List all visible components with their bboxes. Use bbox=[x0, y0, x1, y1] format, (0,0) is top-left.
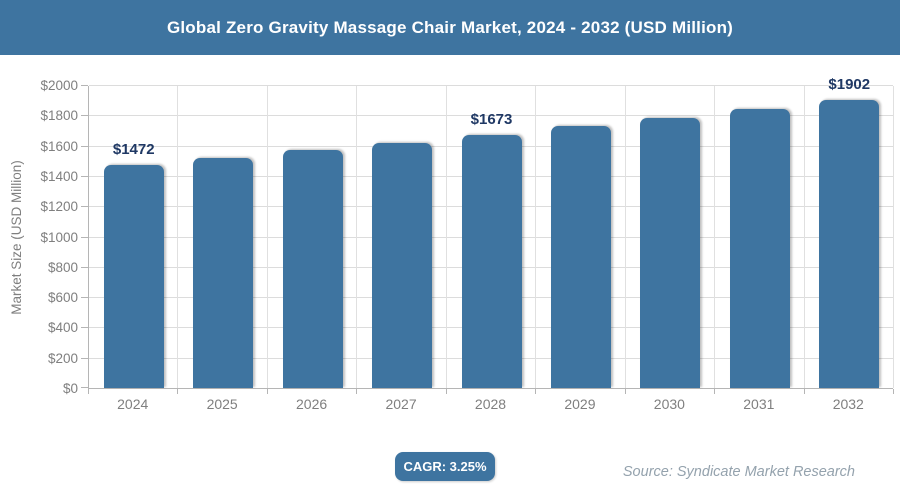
gridline-vertical bbox=[803, 86, 805, 388]
y-axis-tick bbox=[81, 115, 88, 117]
cagr-badge: CAGR: 3.25% bbox=[395, 452, 495, 481]
bar-2030 bbox=[640, 117, 701, 388]
gridline-vertical bbox=[714, 86, 716, 388]
x-axis-tick bbox=[88, 389, 89, 394]
x-axis-tick-label: 2026 bbox=[296, 396, 328, 412]
bar-2029 bbox=[550, 126, 611, 388]
y-axis-tick bbox=[81, 297, 88, 299]
y-axis-tick-label: $1600 bbox=[40, 138, 78, 154]
bar-value-label: $1673 bbox=[470, 110, 513, 128]
y-axis-tick-label: $1800 bbox=[40, 108, 78, 124]
y-axis-labels: $0 $200 $400 $600 $800 $1000 $1200 $1400 $1600 $1… bbox=[0, 78, 78, 396]
x-axis-tick-label: 2032 bbox=[832, 396, 864, 412]
x-axis-tick-label: 2024 bbox=[117, 396, 149, 412]
x-axis-tick bbox=[356, 389, 358, 394]
y-axis-tick bbox=[81, 175, 88, 177]
source-label: Source: Syndicate Market Research bbox=[622, 464, 855, 480]
y-axis-tick-label: $0 bbox=[62, 381, 78, 396]
y-axis-tick bbox=[81, 327, 88, 329]
x-axis-tick bbox=[266, 389, 268, 394]
bar-2024 bbox=[103, 165, 164, 388]
bar-2032 bbox=[819, 99, 880, 388]
chart-title-bar: Global Zero Gravity Massage Chair Market… bbox=[0, 0, 900, 55]
x-axis-tick-label: 2031 bbox=[743, 396, 775, 412]
x-axis-tick bbox=[624, 389, 626, 394]
x-axis-tick bbox=[177, 389, 179, 394]
page-title: Global Zero Gravity Massage Chair Market… bbox=[166, 17, 734, 37]
x-axis-tick-label: 2028 bbox=[474, 396, 507, 412]
y-axis-tick-label: $200 bbox=[47, 350, 78, 366]
y-axis-tick-label: $1000 bbox=[40, 229, 78, 245]
y-axis-tick bbox=[81, 145, 88, 147]
x-axis-tick bbox=[893, 389, 894, 394]
y-axis-tick bbox=[81, 357, 88, 359]
x-axis-tick bbox=[445, 389, 447, 394]
bar-2026 bbox=[282, 150, 343, 388]
x-axis-tick-label: 2025 bbox=[206, 396, 238, 412]
bar-2027 bbox=[372, 142, 433, 388]
y-axis-tick bbox=[81, 266, 88, 268]
gridline-vertical bbox=[266, 86, 268, 388]
y-axis-tick bbox=[81, 206, 88, 208]
gridline-vertical bbox=[624, 86, 626, 388]
bar-value-label: $1472 bbox=[112, 141, 155, 158]
y-axis-tick-label: $600 bbox=[47, 290, 78, 306]
gridline-vertical bbox=[535, 86, 537, 388]
x-axis-tick bbox=[714, 389, 716, 394]
y-axis-tick-label: $1200 bbox=[40, 199, 78, 215]
gridline-vertical bbox=[177, 86, 179, 388]
y-axis-tick bbox=[81, 387, 88, 388]
plot-area: $1472 $1673 $1902 bbox=[81, 76, 894, 394]
x-axis-tick-label: 2027 bbox=[385, 396, 417, 412]
gridline-horizontal bbox=[89, 85, 893, 86]
y-axis-tick-label: $1400 bbox=[40, 168, 78, 184]
gridline-vertical bbox=[356, 86, 358, 388]
x-axis-tick bbox=[535, 389, 537, 394]
x-axis-tick bbox=[803, 389, 805, 394]
y-axis-tick-label: $800 bbox=[47, 259, 78, 275]
x-axis-tick-label: 2030 bbox=[653, 396, 685, 412]
y-axis-tick bbox=[81, 236, 88, 238]
gridline-horizontal bbox=[89, 115, 893, 117]
bar-2028 bbox=[461, 134, 522, 388]
gridline-vertical bbox=[445, 86, 447, 388]
y-axis-tick-label: $400 bbox=[47, 320, 78, 336]
bar-2025 bbox=[193, 157, 254, 388]
y-axis-tick bbox=[81, 85, 88, 86]
x-axis-labels: 2024 2025 2026 2027 2028 2029 2030 2031 2032 bbox=[88, 396, 893, 416]
x-axis-tick-label: 2029 bbox=[564, 396, 596, 412]
gridline-vertical bbox=[893, 86, 894, 388]
bar-2031 bbox=[729, 109, 790, 388]
y-axis-tick-label: $2000 bbox=[40, 78, 78, 93]
bar-value-label: $1902 bbox=[828, 75, 871, 93]
